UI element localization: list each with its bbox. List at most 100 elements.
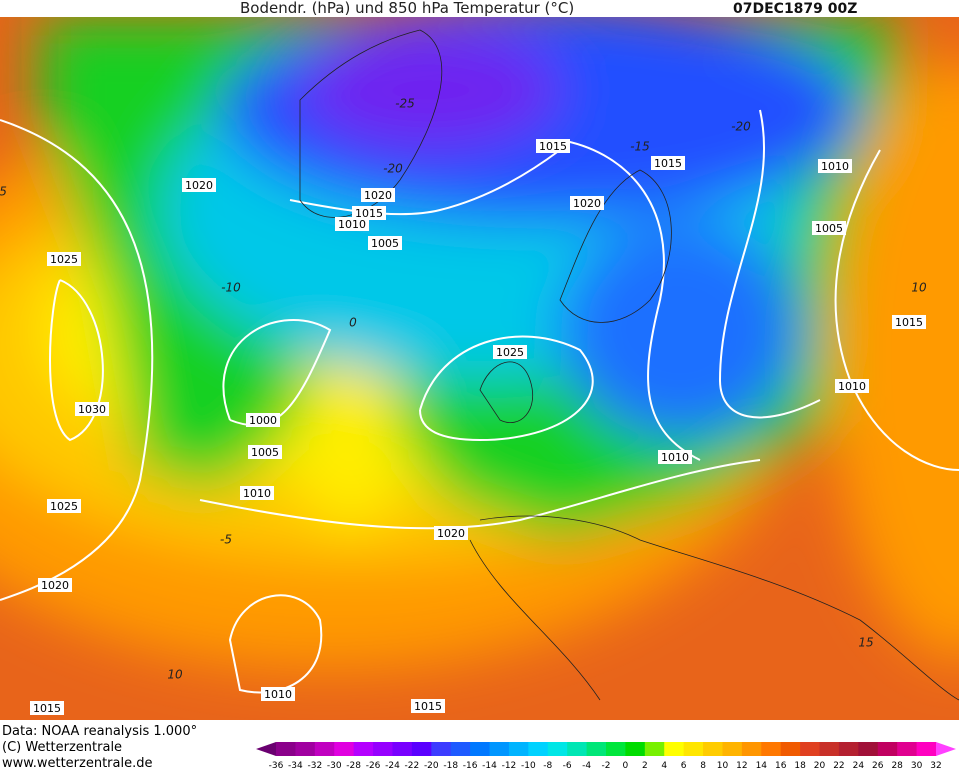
color-scale-arrow-right	[936, 742, 956, 756]
color-scale-swatch	[780, 742, 801, 756]
isobar-label-box	[30, 701, 64, 715]
temperature-label: 5	[0, 185, 7, 199]
color-scale-label: 28	[891, 761, 903, 770]
isobar-label: 1025	[50, 500, 78, 513]
isobar-label-box	[368, 236, 402, 250]
isobar-labels: 1020102510301025102010151010101510201010…	[30, 139, 926, 715]
color-scale-label: -34	[288, 761, 303, 770]
isobar-label-box	[246, 413, 280, 427]
temperature-label: -20	[731, 120, 751, 134]
temperature-label: 10	[167, 668, 183, 682]
color-scale-label: 20	[814, 761, 826, 770]
isobar-label: 1015	[33, 702, 61, 715]
color-scale-label: -2	[602, 761, 611, 770]
isobar-label: 1010	[661, 451, 689, 464]
isobar-label: 1025	[50, 253, 78, 266]
color-scale-swatch	[489, 742, 510, 756]
isobar-label-box	[38, 578, 72, 592]
color-scale-label: -14	[482, 761, 497, 770]
temperature-label: 0	[349, 316, 357, 330]
isobar-label: 1005	[815, 222, 843, 235]
isobar-label-box	[411, 699, 445, 713]
color-scale-label: 30	[911, 761, 923, 770]
isobar-label: 1030	[78, 403, 106, 416]
isobar-label: 1020	[41, 579, 69, 592]
temperature-label: -25	[395, 97, 415, 111]
isobar-label-box	[651, 156, 685, 170]
color-scale-swatch	[411, 742, 432, 756]
isobar-label-box	[536, 139, 570, 153]
color-scale-swatch	[606, 742, 626, 756]
color-scale-label: 8	[700, 761, 706, 770]
temperature-field	[0, 17, 959, 720]
color-scale-label: 4	[661, 761, 667, 770]
color-scale-label: -36	[269, 761, 284, 770]
isobar-label: 1010	[821, 160, 849, 173]
color-scale-swatch	[586, 742, 607, 756]
color-scale-swatch	[819, 742, 840, 756]
footer-source: Data: NOAA reanalysis 1.000°	[2, 724, 197, 739]
color-scale-swatch	[334, 742, 355, 756]
isobar-label-box	[658, 450, 692, 464]
isobar-label: 1015	[414, 700, 442, 713]
isobar-label-box	[335, 217, 369, 231]
isobar-label: 1015	[654, 157, 682, 170]
isobar-label-box	[261, 687, 295, 701]
color-scale-swatch	[450, 742, 471, 756]
color-scale-swatch	[644, 742, 665, 756]
color-scale-arrow-left	[256, 742, 276, 756]
footer-url: www.wetterzentrale.de	[2, 756, 152, 770]
isobar-label: 1025	[496, 346, 524, 359]
color-scale-swatch	[295, 742, 316, 756]
color-scale-label: -30	[327, 761, 342, 770]
isobar-label-box	[352, 206, 386, 220]
color-scale-label: -32	[307, 761, 322, 770]
isobar-label-box	[892, 315, 926, 329]
color-scale-swatch	[547, 742, 568, 756]
color-scale-swatch	[916, 742, 937, 756]
color-scale-label: -4	[582, 761, 591, 770]
isobar-label-box	[812, 221, 846, 235]
isobar-label-box	[570, 196, 604, 210]
color-scale-label: -12	[502, 761, 517, 770]
isobar-label-box	[75, 402, 109, 416]
color-scale-label: 26	[872, 761, 884, 770]
isobar-label-box	[818, 159, 852, 173]
temperature-label: -10	[221, 281, 241, 295]
color-scale-label: 24	[853, 761, 865, 770]
isobar-label-box	[47, 499, 81, 513]
color-scale-label: -24	[385, 761, 400, 770]
color-scale-swatch	[703, 742, 723, 756]
color-scale-swatch	[314, 742, 335, 756]
coastlines	[299, 29, 959, 701]
temperature-labels: -25-20-15-20-100-51015105	[0, 97, 927, 682]
color-scale-swatch	[353, 742, 374, 756]
isobar-label: 1015	[355, 207, 383, 220]
color-scale-swatch	[897, 742, 918, 756]
color-scale-label: -16	[463, 761, 478, 770]
isobar-label: 1020	[185, 179, 213, 192]
isobar-label: 1010	[264, 688, 292, 701]
color-scale-swatch	[431, 742, 452, 756]
color-scale-swatch	[761, 742, 782, 756]
color-scale-swatch	[625, 742, 646, 756]
isobar-label: 1000	[249, 414, 277, 427]
color-scale-label: -10	[521, 761, 536, 770]
map-date: 07DEC1879 00Z	[733, 1, 857, 17]
isobar-label-box	[434, 526, 468, 540]
color-scale-label: 0	[623, 761, 629, 770]
color-scale-swatch	[567, 742, 588, 756]
color-scale-label: -18	[443, 761, 458, 770]
color-scale-label: -22	[405, 761, 420, 770]
color-scale-label: 18	[794, 761, 806, 770]
color-scale-swatch	[528, 742, 549, 756]
color-scale-swatch	[722, 742, 743, 756]
isobar-label: 1020	[364, 189, 392, 202]
color-scale-swatch	[877, 742, 898, 756]
isobar-label: 1010	[243, 487, 271, 500]
isobar-label: 1005	[371, 237, 399, 250]
isobar-label: 1010	[838, 380, 866, 393]
temperature-label: -5	[220, 533, 232, 547]
